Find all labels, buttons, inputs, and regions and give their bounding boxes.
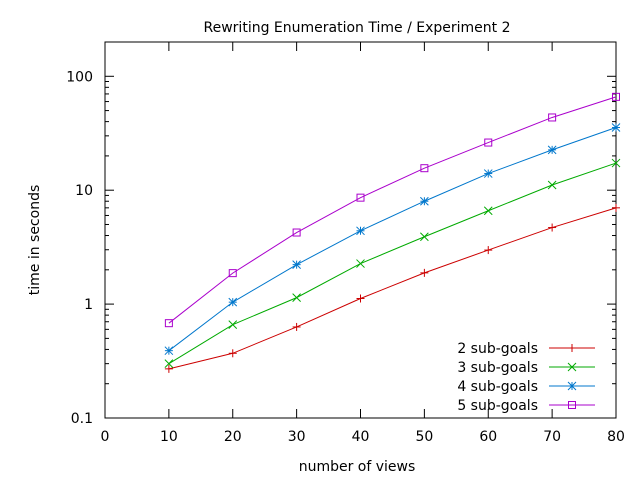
series-line: [168, 127, 617, 352]
data-point: [164, 346, 174, 356]
x-tick-label: 0: [101, 429, 110, 445]
legend-label: 3 sub-goals: [457, 360, 538, 376]
y-tick-label: 10: [75, 183, 93, 199]
data-point: [228, 297, 238, 307]
data-point: [356, 193, 365, 202]
data-point: [612, 92, 620, 101]
series-line: [168, 96, 617, 324]
data-point: [420, 268, 429, 277]
data-point: [356, 226, 365, 236]
data-point: [548, 113, 557, 122]
y-tick-label: 0.1: [71, 411, 93, 427]
legend-item: 5 sub-goals: [457, 398, 595, 414]
data-point: [483, 206, 493, 216]
legend: 2 sub-goals 3 sub-goals 4 sub-goals 5 sub-g…: [457, 341, 595, 414]
data-point: [420, 164, 429, 173]
data-point: [292, 228, 301, 237]
x-tick-label: 40: [352, 429, 370, 445]
x-tick-label: 10: [160, 429, 178, 445]
data-point: [228, 349, 237, 358]
legend-item: 4 sub-goals: [457, 379, 595, 395]
data-point: [164, 319, 173, 328]
y-tick-label: 100: [66, 69, 93, 85]
series-line: [168, 207, 617, 370]
data-point: [292, 322, 301, 331]
x-tick-label: 60: [479, 429, 497, 445]
data-point: [548, 223, 557, 232]
data-point: [228, 269, 237, 278]
x-tick-label: 70: [543, 429, 561, 445]
legend-marker: [568, 344, 576, 352]
data-point: [611, 123, 621, 132]
x-tick-label: 80: [607, 429, 625, 445]
data-point: [228, 320, 238, 330]
legend-label: 4 sub-goals: [457, 379, 538, 395]
y-tick-label: 1: [84, 297, 93, 313]
data-point: [484, 246, 493, 255]
series-5-sub-goals: [164, 92, 620, 328]
data-point: [612, 203, 620, 212]
data-point: [164, 359, 174, 369]
legend-label: 2 sub-goals: [457, 341, 538, 357]
legend-label: 5 sub-goals: [457, 398, 538, 414]
x-tick-label: 20: [224, 429, 242, 445]
data-point: [356, 259, 365, 268]
data-point: [611, 158, 621, 168]
chart-title: Rewriting Enumeration Time / Experiment …: [204, 20, 511, 36]
legend-item: 2 sub-goals: [457, 341, 595, 357]
data-point: [292, 293, 301, 302]
data-point: [483, 169, 493, 178]
series-4-sub-goals: [164, 123, 621, 356]
x-tick-label: 50: [415, 429, 433, 445]
y-axis-label: time in seconds: [27, 185, 43, 296]
data-point: [547, 145, 557, 155]
legend-marker: [567, 362, 577, 372]
legend-marker: [567, 381, 577, 391]
legend-marker: [568, 401, 576, 409]
series-3-sub-goals: [164, 158, 621, 369]
data-point: [420, 196, 429, 206]
series-2-sub-goals: [164, 203, 620, 373]
series-line: [168, 162, 617, 365]
data-point: [484, 138, 493, 147]
data-point: [420, 232, 429, 242]
data-point: [292, 260, 301, 269]
x-tick-label: 30: [288, 429, 306, 445]
x-axis-label: number of views: [299, 459, 416, 475]
legend-item: 3 sub-goals: [457, 360, 595, 376]
data-point: [356, 294, 365, 303]
data-point: [547, 180, 557, 190]
data-point: [164, 364, 173, 373]
